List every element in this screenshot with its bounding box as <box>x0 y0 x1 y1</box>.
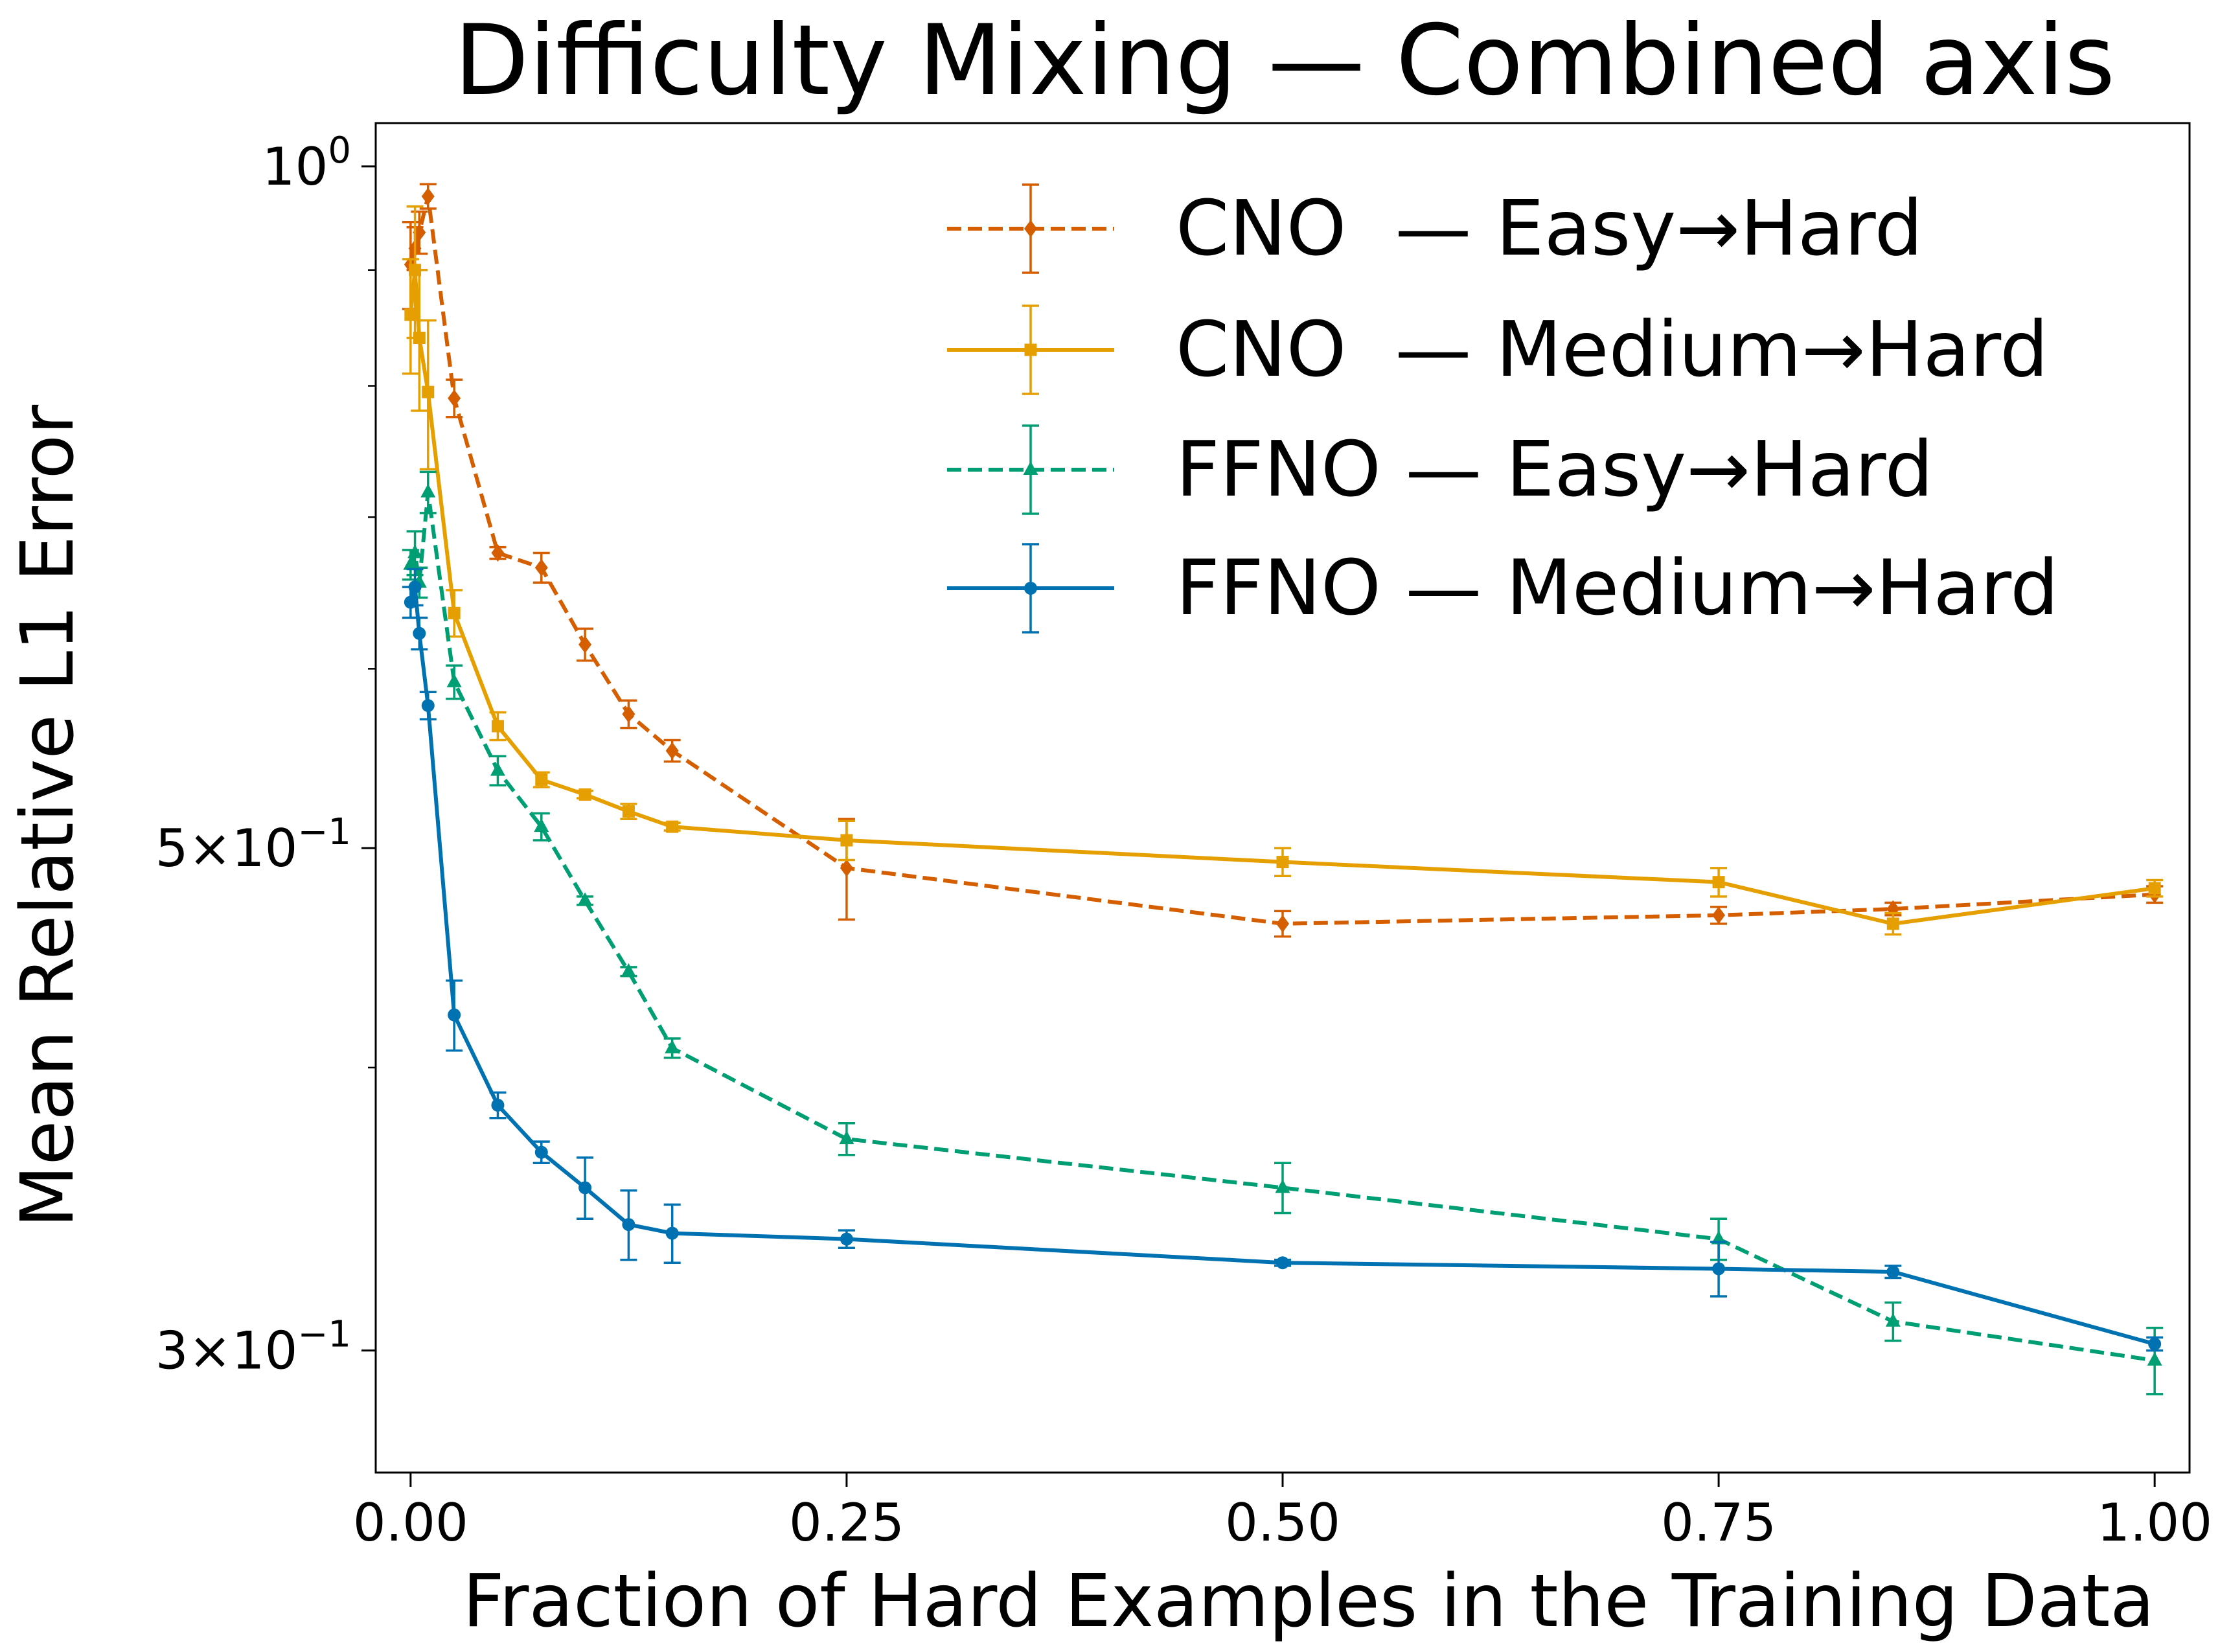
x-axis-label: Fraction of Hard Examples in the Trainin… <box>463 1559 2155 1644</box>
data-point-triangle <box>490 762 505 776</box>
data-point-circle <box>1276 1256 1289 1270</box>
y-axis-label: Mean Relative L1 Error <box>6 404 90 1228</box>
data-point-diamond <box>1024 220 1037 238</box>
series-group <box>402 205 2164 936</box>
data-point-square <box>622 805 635 818</box>
x-tick-label: 1.00 <box>2097 1493 2212 1553</box>
series-group <box>402 568 2164 1352</box>
data-point-square <box>404 308 417 321</box>
data-point-circle <box>1712 1262 1726 1276</box>
data-point-circle <box>622 1218 635 1232</box>
y-tick-mantissa: 5× <box>155 818 232 878</box>
data-point-triangle <box>407 544 423 558</box>
data-point-circle <box>421 699 435 713</box>
data-point-square <box>413 332 426 345</box>
data-point-triangle <box>446 673 462 687</box>
legend-label: CNO — Medium→Hard <box>1176 304 2048 394</box>
data-point-triangle <box>420 483 436 498</box>
legend-label: FFNO — Easy→Hard <box>1176 424 1933 514</box>
plot-series <box>402 183 2164 1395</box>
data-point-square <box>491 720 504 733</box>
data-point-circle <box>665 1226 679 1240</box>
data-point-square <box>535 774 548 786</box>
data-point-triangle <box>839 1130 854 1145</box>
data-point-circle <box>840 1232 853 1246</box>
data-point-square <box>578 788 591 801</box>
data-point-diamond <box>421 187 435 205</box>
data-point-diamond <box>622 705 635 723</box>
y-tick-exponent: −1 <box>297 811 351 853</box>
data-point-square <box>840 834 853 847</box>
y-tick-base: 10 <box>232 1321 298 1381</box>
y-tick-label: 3×10−1 <box>155 1314 351 1381</box>
data-point-triangle <box>621 963 636 977</box>
data-point-circle <box>408 580 422 594</box>
x-tick-label: 0.50 <box>1225 1493 1340 1553</box>
y-tick-label: 100 <box>262 130 351 197</box>
series-group <box>402 470 2164 1395</box>
data-point-square <box>2148 882 2161 895</box>
data-point-triangle <box>2147 1351 2162 1366</box>
legend-label: FFNO — Medium→Hard <box>1176 543 2059 632</box>
data-point-diamond <box>665 742 679 760</box>
x-tick-label: 0.25 <box>789 1493 904 1553</box>
y-tick-exponent: 0 <box>328 130 351 172</box>
data-point-diamond <box>1276 915 1289 933</box>
data-point-square <box>1886 917 1899 930</box>
legend: CNO — Easy→Hard CNO — Medium→Hard FFNO — E… <box>947 183 2059 634</box>
data-point-circle <box>413 626 426 640</box>
data-point-diamond <box>578 636 592 654</box>
data-point-square <box>666 820 679 833</box>
data-point-triangle <box>577 892 593 906</box>
x-tick-label: 0.75 <box>1661 1493 1776 1553</box>
data-point-circle <box>448 1008 461 1022</box>
data-point-triangle <box>1275 1179 1290 1193</box>
data-point-circle <box>1886 1265 1900 1279</box>
data-point-triangle <box>1711 1230 1726 1245</box>
y-tick-base: 10 <box>262 137 328 197</box>
series-line <box>409 490 2155 1362</box>
data-point-diamond <box>448 389 461 407</box>
data-point-square <box>1276 856 1289 869</box>
y-tick-exponent: −1 <box>297 1314 351 1356</box>
data-point-circle <box>491 1098 505 1112</box>
data-point-triangle <box>1023 461 1038 475</box>
data-point-circle <box>534 1145 548 1159</box>
data-point-diamond <box>840 859 853 877</box>
data-point-square <box>448 606 461 619</box>
data-point-triangle <box>534 818 549 832</box>
chart-title: Difficulty Mixing — Combined axis <box>454 5 2115 117</box>
y-tick-base: 10 <box>232 818 298 878</box>
data-point-diamond <box>534 558 548 577</box>
data-point-triangle <box>1885 1313 1901 1327</box>
legend-label: CNO — Easy→Hard <box>1176 183 1923 273</box>
data-point-square <box>1024 343 1037 356</box>
data-point-circle <box>578 1181 592 1195</box>
plot-frame <box>374 122 2191 1474</box>
data-point-triangle <box>665 1039 680 1053</box>
x-tick-label: 0.00 <box>353 1493 468 1553</box>
data-point-circle <box>2148 1337 2162 1351</box>
data-point-square <box>1712 876 1725 889</box>
data-point-diamond <box>1712 906 1726 924</box>
data-point-square <box>422 385 435 398</box>
data-point-circle <box>1024 582 1037 595</box>
y-tick-label: 5×10−1 <box>155 811 351 878</box>
y-tick-mantissa: 3× <box>155 1321 232 1381</box>
data-point-diamond <box>491 544 505 562</box>
